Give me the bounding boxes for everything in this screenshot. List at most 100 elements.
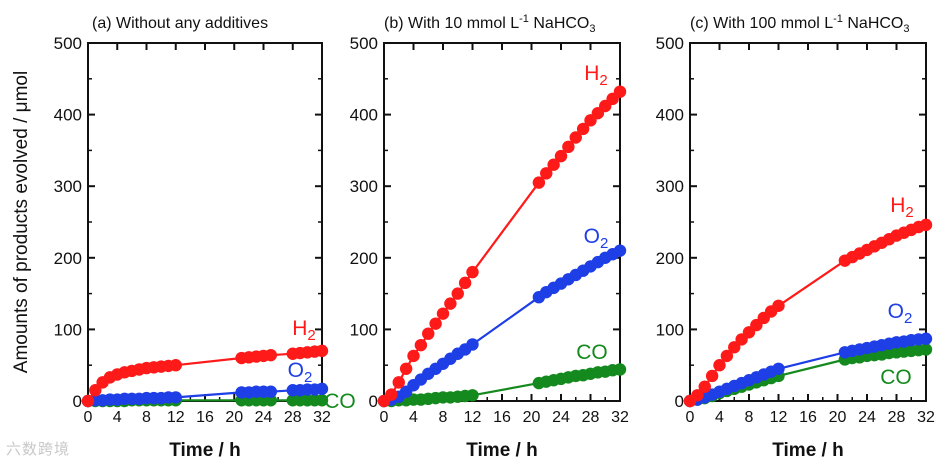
data-point-h2 bbox=[562, 140, 575, 154]
x-tick-label: 8 bbox=[142, 409, 151, 426]
x-tick-label: 32 bbox=[917, 409, 935, 426]
data-point-h2 bbox=[436, 307, 450, 320]
data-point-o2 bbox=[264, 385, 278, 398]
data-point-o2 bbox=[613, 244, 627, 257]
y-tick-label: 400 bbox=[350, 106, 378, 125]
panel-c: (c) With 100 mmol L-1 NaHCO3010020030040… bbox=[656, 13, 935, 461]
x-tick-label: 16 bbox=[799, 409, 817, 426]
plot-frame bbox=[87, 42, 323, 402]
data-point-h2 bbox=[554, 149, 568, 163]
series-h2: H2 bbox=[377, 62, 627, 408]
x-tick-label: 28 bbox=[284, 409, 302, 426]
data-point-co bbox=[315, 394, 329, 407]
y-tick-label: 500 bbox=[350, 34, 378, 53]
data-point-h2 bbox=[576, 122, 590, 136]
y-tick-label: 100 bbox=[350, 320, 378, 339]
panel-title: (c) With 100 mmol L-1 NaHCO3 bbox=[690, 13, 910, 35]
x-axis-label: Time / h bbox=[772, 440, 843, 461]
data-point-h2 bbox=[399, 362, 413, 375]
x-tick-label: 8 bbox=[745, 409, 754, 426]
data-point-h2 bbox=[772, 299, 785, 312]
x-tick-label: 12 bbox=[464, 409, 482, 426]
data-point-h2 bbox=[315, 344, 329, 358]
data-point-h2 bbox=[169, 359, 182, 372]
panel-b: (b) With 10 mmol L-1 NaHCO3 0 100 200 300 400… bbox=[350, 13, 629, 461]
data-point-co bbox=[264, 394, 278, 407]
y-tick-label: 0 bbox=[369, 392, 378, 411]
data-point-o2 bbox=[466, 338, 479, 351]
x-tick-label: 28 bbox=[888, 409, 906, 426]
x-tick-label: 4 bbox=[409, 409, 418, 426]
x-tick-label: 20 bbox=[523, 409, 541, 426]
panel-title: (a) Without any additives bbox=[92, 15, 268, 32]
data-point-o2 bbox=[169, 391, 182, 404]
y-tick-label: 0 bbox=[73, 392, 82, 411]
data-point-o2 bbox=[919, 332, 933, 345]
y-tick-label: 200 bbox=[350, 249, 378, 268]
x-tick-label: 28 bbox=[582, 409, 600, 426]
series-label-h2: H2 bbox=[584, 62, 608, 89]
data-point-h2 bbox=[728, 341, 741, 354]
series-h2: H2 bbox=[683, 194, 933, 408]
y-tick-label: 200 bbox=[54, 249, 82, 268]
y-tick-label: 400 bbox=[656, 106, 684, 125]
data-point-h2 bbox=[547, 158, 560, 171]
y-tick-label: 100 bbox=[656, 320, 684, 339]
data-point-h2 bbox=[451, 287, 464, 300]
series-h2: H2 bbox=[81, 317, 329, 408]
x-tick-label: 20 bbox=[225, 409, 243, 426]
series-label-h2: H2 bbox=[890, 194, 914, 221]
y-tick-label: 100 bbox=[54, 320, 82, 339]
x-tick-label: 8 bbox=[439, 409, 448, 426]
y-tick-label: 400 bbox=[54, 106, 82, 125]
data-point-h2 bbox=[713, 359, 726, 372]
x-tick-label: 0 bbox=[84, 409, 93, 426]
x-tick-label: 32 bbox=[313, 409, 331, 426]
data-point-h2 bbox=[691, 389, 704, 402]
y-tick-label: 0 bbox=[675, 392, 684, 411]
data-point-h2 bbox=[720, 349, 734, 363]
x-tick-label: 20 bbox=[829, 409, 847, 426]
series-o2: O2 bbox=[377, 225, 627, 408]
series-label-h2: H2 bbox=[292, 317, 316, 344]
data-point-o2 bbox=[772, 362, 785, 375]
x-axis-label: Time / h bbox=[169, 440, 240, 461]
y-tick-label: 300 bbox=[656, 177, 684, 196]
x-tick-label: 24 bbox=[255, 409, 273, 426]
series-label-o2: O2 bbox=[888, 300, 913, 327]
x-tick-label: 16 bbox=[196, 409, 214, 426]
data-point-h2 bbox=[569, 131, 582, 144]
data-point-h2 bbox=[698, 380, 711, 393]
y-tick-label: 500 bbox=[54, 34, 82, 53]
y-tick-label: 300 bbox=[54, 177, 82, 196]
panel-title: (b) With 10 mmol L-1 NaHCO3 bbox=[384, 13, 596, 35]
panel-a: (a) Without any additives010020030040050… bbox=[54, 15, 356, 461]
y-tick-label: 300 bbox=[350, 177, 378, 196]
data-point-h2 bbox=[89, 384, 102, 397]
series-label-co: CO bbox=[324, 390, 356, 413]
data-point-h2 bbox=[429, 317, 442, 330]
series-label-co: CO bbox=[880, 366, 912, 389]
x-tick-label: 4 bbox=[715, 409, 724, 426]
data-point-h2 bbox=[613, 85, 627, 98]
x-tick-label: 16 bbox=[493, 409, 511, 426]
data-point-h2 bbox=[532, 176, 546, 189]
series-label-o2: O2 bbox=[288, 359, 313, 386]
series-label-o2: O2 bbox=[584, 225, 609, 252]
series-o2: O2 bbox=[81, 359, 329, 408]
x-axis-label: Time / h bbox=[466, 440, 537, 461]
data-point-h2 bbox=[444, 297, 457, 310]
data-point-h2 bbox=[414, 338, 428, 352]
data-point-co bbox=[613, 363, 627, 376]
data-point-h2 bbox=[458, 276, 472, 290]
series-label-co: CO bbox=[576, 341, 608, 364]
data-point-h2 bbox=[392, 376, 405, 389]
y-tick-label: 200 bbox=[656, 249, 684, 268]
x-tick-label: 12 bbox=[167, 409, 185, 426]
y-axis-label: Amounts of products evolved / μmol bbox=[11, 71, 32, 373]
data-point-h2 bbox=[264, 348, 278, 362]
data-point-h2 bbox=[81, 394, 95, 408]
x-tick-label: 0 bbox=[686, 409, 695, 426]
y-tick-label: 500 bbox=[656, 34, 684, 53]
